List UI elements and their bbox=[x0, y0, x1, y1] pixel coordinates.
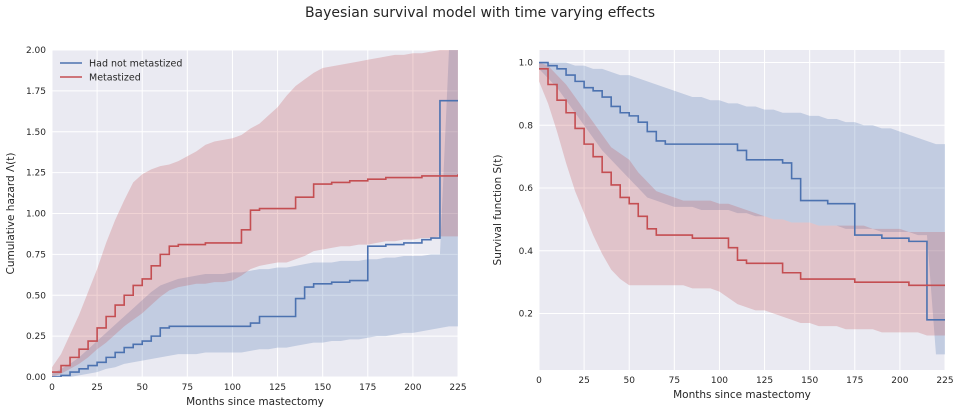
credible-band-1 bbox=[52, 50, 458, 377]
y-tick-label: 1.75 bbox=[26, 87, 46, 97]
x-tick-label: 25 bbox=[578, 376, 589, 386]
x-tick-label: 225 bbox=[449, 383, 466, 393]
x-tick-label: 125 bbox=[269, 383, 286, 393]
series-line-2 bbox=[539, 68, 945, 287]
y-tick-label: 1.25 bbox=[26, 169, 46, 179]
x-tick-label: 100 bbox=[711, 376, 728, 386]
y-tick-label: 0.4 bbox=[519, 247, 534, 257]
x-tick-label: 125 bbox=[756, 376, 773, 386]
figure-title: Bayesian survival model with time varyin… bbox=[304, 5, 656, 21]
x-tick-label: 0 bbox=[49, 383, 55, 393]
plot-background bbox=[539, 50, 945, 370]
x-tick-label: 200 bbox=[891, 376, 908, 386]
credible-band-2 bbox=[539, 62, 945, 336]
credible-band-2 bbox=[52, 50, 458, 377]
y-tick-label: 2.00 bbox=[26, 46, 46, 56]
x-tick-label: 225 bbox=[936, 376, 953, 386]
chart-panel-1: 0 25 50 75 100 125 150 175 200 225 0.00 0.25 0.50 0.7… bbox=[5, 46, 467, 408]
y-tick-label: 0.50 bbox=[26, 291, 46, 301]
x-tick-label: 75 bbox=[182, 383, 193, 393]
plot-area bbox=[52, 50, 458, 377]
y-tick-label: 0.00 bbox=[26, 373, 46, 383]
y-tick-label: 0.8 bbox=[519, 121, 534, 131]
y-tick-label: 1.50 bbox=[26, 128, 46, 138]
y-tick-label: 0.25 bbox=[26, 332, 46, 342]
x-tick-label: 150 bbox=[314, 383, 331, 393]
x-tick-label: 50 bbox=[136, 383, 148, 393]
y-tick-label: 0.6 bbox=[519, 184, 534, 194]
y-axis-label: Survival function S(t) bbox=[492, 155, 504, 266]
y-tick-label: 1.00 bbox=[26, 210, 46, 220]
legend-label-2: Metastized bbox=[89, 73, 141, 84]
credible-band-1 bbox=[539, 62, 945, 355]
x-tick-label: 175 bbox=[846, 376, 863, 386]
series-line-1 bbox=[539, 61, 945, 321]
series-line-2 bbox=[52, 174, 458, 373]
x-axis-label: Months since mastectomy bbox=[186, 396, 324, 408]
series-line-1 bbox=[52, 99, 458, 377]
x-tick-label: 25 bbox=[91, 383, 102, 393]
legend: Had not metastized Metastized bbox=[60, 59, 182, 84]
y-tick-label: 0.2 bbox=[519, 310, 533, 320]
x-tick-label: 175 bbox=[359, 383, 376, 393]
x-tick-label: 150 bbox=[801, 376, 818, 386]
x-tick-label: 50 bbox=[623, 376, 635, 386]
y-axis-label: Cumulative hazard Λ(t) bbox=[5, 153, 17, 275]
x-axis-label: Months since mastectomy bbox=[673, 389, 811, 401]
x-tick-label: 75 bbox=[669, 376, 680, 386]
x-tick-label: 100 bbox=[224, 383, 241, 393]
x-tick-label: 200 bbox=[404, 383, 421, 393]
plot-area bbox=[539, 61, 945, 355]
legend-label-1: Had not metastized bbox=[89, 59, 182, 70]
x-tick-label: 0 bbox=[536, 376, 542, 386]
chart-panel-2: 0 25 50 75 100 125 150 175 200 225 0.2 0.4 0.6 0.8 1.0… bbox=[492, 50, 954, 401]
y-tick-label: 1.0 bbox=[519, 59, 534, 69]
y-tick-label: 0.75 bbox=[26, 250, 46, 260]
